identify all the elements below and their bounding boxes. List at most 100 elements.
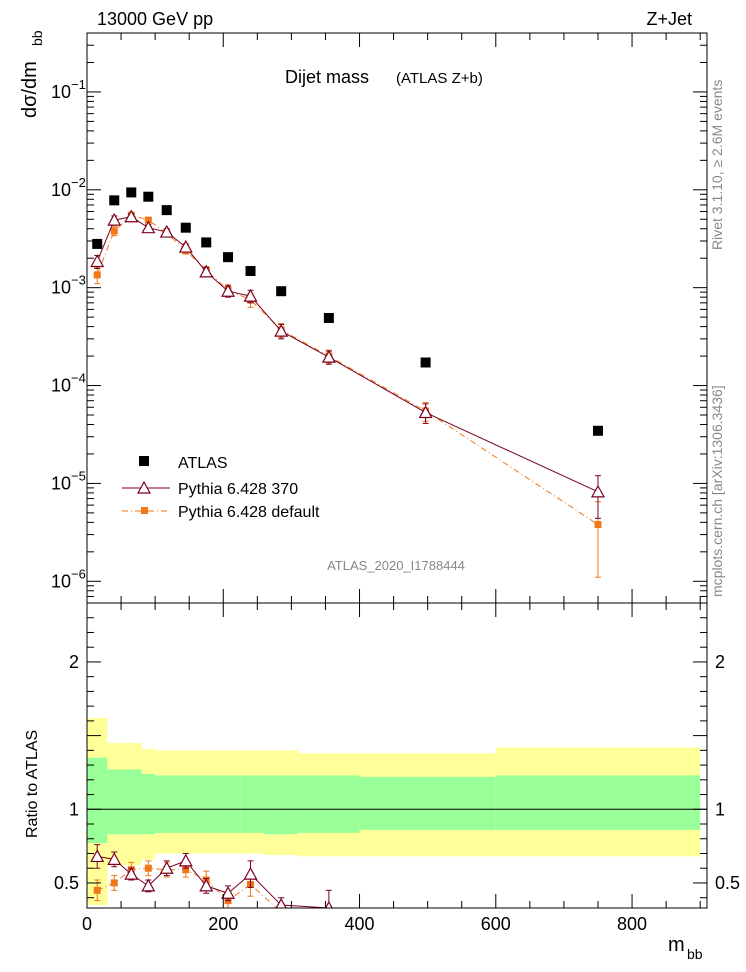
ratio-frame: [86, 602, 708, 909]
data-point: [178, 853, 193, 867]
data-point: [182, 866, 190, 874]
x-axis-label: m bb: [668, 934, 703, 962]
data-point: [92, 238, 103, 249]
data-point: [110, 879, 118, 887]
uncertainty-band-inner: [121, 769, 142, 835]
data-point: [93, 886, 101, 894]
uncertainty-band-inner: [495, 775, 701, 830]
data-point: [110, 227, 118, 235]
x-tick-label: 600: [481, 914, 511, 934]
data-point: [159, 224, 174, 238]
ratio-y-tick-label-right: 2: [715, 652, 725, 672]
data-point: [201, 237, 212, 248]
y-tick-label: 10−5: [51, 468, 86, 493]
data-point: [420, 357, 431, 368]
uncertainty-band-inner: [240, 775, 265, 833]
data-point: [199, 264, 214, 278]
data-point: [93, 271, 101, 279]
x-axis-label-main: m: [668, 934, 685, 956]
data-point: [590, 484, 605, 498]
main-data: [90, 187, 605, 578]
data-point: [180, 222, 191, 233]
y-axis-label: dσ/dm bb: [19, 30, 45, 118]
y-tick-label: 10−4: [51, 371, 86, 396]
data-point: [124, 866, 139, 880]
ratio-axes: 0 200 400 600 800 0.5 0.5 1 1 2 2: [54, 602, 740, 934]
header-energy: 13000 GeV pp: [97, 9, 213, 29]
data-point: [107, 852, 122, 865]
ratio-y-tick-label-right: 1: [715, 799, 725, 819]
uncertainty-band-inner: [87, 757, 108, 844]
data-point: [141, 220, 156, 234]
analysis-label: ATLAS_2020_I1788444: [327, 558, 465, 573]
header-process: Z+Jet: [646, 9, 692, 29]
data-point: [418, 405, 433, 419]
ratio-y-tick-label: 0.5: [54, 873, 79, 893]
uncertainty-band-inner: [196, 775, 217, 833]
data-point: [199, 878, 214, 892]
legend-marker-pythia-370: [136, 480, 152, 494]
rivet-version-label: Rivet 3.1.10, ≥ 2.6M events: [709, 80, 725, 250]
legend-label-atlas: ATLAS: [178, 455, 228, 472]
source-label: mcplots.cern.ch [arXiv:1306.3436]: [709, 385, 725, 597]
data-point: [275, 897, 287, 908]
data-point: [90, 254, 105, 268]
uncertainty-band-inner: [107, 769, 122, 835]
legend-marker-pythia-default: [141, 507, 148, 514]
data-point: [141, 878, 156, 892]
uncertainty-band-inner: [216, 775, 241, 833]
data-point: [592, 425, 603, 436]
x-tick-label: 0: [82, 914, 92, 934]
data-point: [276, 286, 287, 297]
data-point: [178, 239, 193, 253]
data-point: [278, 909, 285, 916]
data-point: [243, 866, 258, 880]
data-point: [144, 216, 152, 224]
series-line: [96, 214, 599, 525]
data-point: [126, 187, 137, 198]
data-point: [109, 195, 120, 206]
ratio-y-axis-label: Ratio to ATLAS: [24, 730, 41, 838]
y-axis-label-main: dσ/dm: [19, 61, 41, 118]
data-point: [223, 252, 234, 263]
data-point: [221, 283, 236, 297]
chart-title: Dijet mass: [285, 67, 369, 87]
y-tick-label: 10−1: [51, 77, 86, 102]
uncertainty-band-inner: [264, 775, 299, 835]
y-tick-label: 10−6: [51, 566, 86, 591]
data-point: [274, 323, 289, 337]
x-tick-label: 400: [345, 914, 375, 934]
series-line: [96, 216, 599, 493]
data-point: [90, 849, 105, 863]
x-axis-label-sub: bb: [687, 946, 703, 962]
ratio-y-tick-label: 1: [69, 799, 79, 819]
ratio-data: [90, 844, 333, 916]
y-tick-label: 10−3: [51, 273, 86, 298]
data-point: [143, 191, 154, 202]
x-tick-label: 800: [617, 914, 647, 934]
data-point: [124, 209, 139, 223]
x-tick-label: 200: [208, 914, 238, 934]
data-point: [161, 205, 172, 216]
y-tick-label: 10−2: [51, 175, 86, 200]
ratio-y-tick-label: 2: [69, 652, 79, 672]
data-point: [159, 860, 174, 874]
data-point: [243, 288, 258, 302]
series-line: [97, 867, 278, 908]
legend: ATLAS Pythia 6.428 370 Pythia 6.428 defa…: [122, 455, 320, 521]
data-point: [323, 312, 334, 323]
uncertainty-band-inner: [141, 773, 156, 835]
y-axis-label-sub: bb: [29, 30, 45, 46]
data-point: [594, 521, 602, 529]
uncertainty-band-inner: [359, 776, 496, 830]
main-axes: 10−6 10−5 10−4 10−3 10−2 10−1: [51, 32, 708, 604]
data-point: [321, 349, 336, 363]
uncertainty-band-inner: [298, 775, 360, 833]
ratio-y-tick-label-right: 0.5: [715, 873, 740, 893]
data-point: [144, 864, 152, 872]
uncertainty-band-inner: [155, 775, 176, 833]
chart-subtitle: (ATLAS Z+b): [396, 70, 483, 87]
data-point: [245, 266, 256, 277]
ratio-bands: [87, 717, 707, 906]
